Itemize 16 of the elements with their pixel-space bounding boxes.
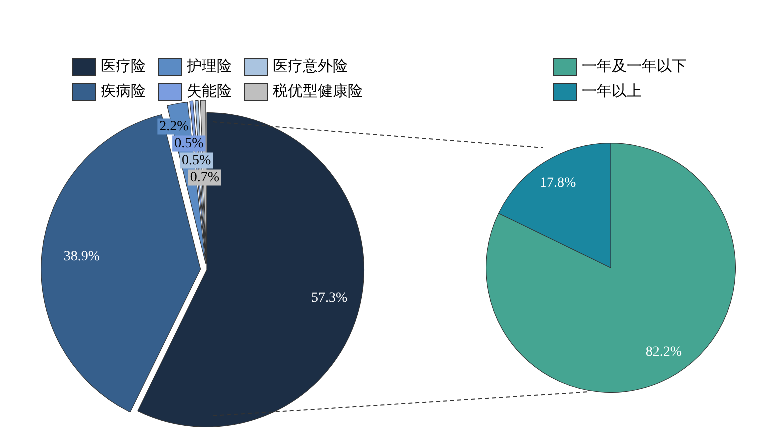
data-label: 0.7% bbox=[190, 170, 220, 186]
legend-label: 一年及一年以下 bbox=[582, 58, 687, 76]
data-label: 17.8% bbox=[540, 176, 576, 192]
data-label: 82.2% bbox=[646, 345, 682, 360]
legend-label: 失能险 bbox=[187, 82, 232, 101]
legend-label: 医疗险 bbox=[101, 58, 146, 76]
data-label: 57.3% bbox=[311, 291, 348, 306]
data-label: 38.9% bbox=[64, 249, 100, 264]
data-label: 2.2% bbox=[160, 119, 190, 134]
legend-label: 税优型健康险 bbox=[273, 82, 363, 101]
data-label: 0.5% bbox=[174, 136, 204, 152]
data-label: 0.5% bbox=[182, 153, 212, 168]
legend-label: 医疗意外险 bbox=[273, 58, 348, 76]
legend-label: 护理险 bbox=[187, 58, 232, 76]
legend-label: 疾病险 bbox=[101, 82, 146, 101]
legend-label: 一年以上 bbox=[582, 82, 642, 101]
